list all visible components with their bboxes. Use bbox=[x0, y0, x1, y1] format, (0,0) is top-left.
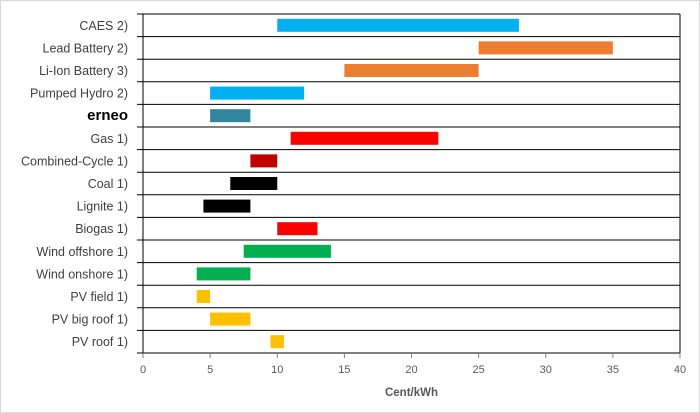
category-label: Pumped Hydro 2) bbox=[30, 87, 128, 101]
category-label: Coal 1) bbox=[88, 177, 128, 191]
x-tick-label: 40 bbox=[674, 364, 686, 376]
category-label: Lead Battery 2) bbox=[43, 41, 128, 55]
category-label: Lignite 1) bbox=[77, 200, 128, 214]
range-bar bbox=[277, 222, 318, 236]
x-tick-label: 10 bbox=[271, 364, 283, 376]
category-label: PV field 1) bbox=[70, 290, 128, 304]
range-bar bbox=[270, 335, 284, 349]
range-bar bbox=[203, 199, 251, 213]
range-bar bbox=[277, 18, 519, 32]
range-bar bbox=[196, 267, 251, 281]
category-label: PV big roof 1) bbox=[52, 313, 128, 327]
category-label: Wind offshore 1) bbox=[37, 245, 128, 259]
range-bar bbox=[210, 86, 305, 100]
category-label: Gas 1) bbox=[90, 132, 128, 146]
range-bar bbox=[210, 312, 251, 326]
x-tick-label: 15 bbox=[338, 364, 350, 376]
category-label: CAES 2) bbox=[79, 19, 128, 33]
category-label: Combined-Cycle 1) bbox=[21, 154, 128, 168]
range-bar bbox=[290, 131, 439, 145]
range-bar bbox=[230, 177, 278, 190]
range-bar bbox=[250, 154, 278, 168]
x-tick-label: 0 bbox=[140, 364, 146, 376]
range-bar bbox=[196, 290, 211, 303]
x-axis-title: Cent/kWh bbox=[385, 387, 438, 399]
x-tick-label: 30 bbox=[540, 364, 552, 376]
x-tick-label: 20 bbox=[405, 364, 417, 376]
range-bar bbox=[243, 244, 331, 258]
category-label: erneo bbox=[87, 107, 128, 124]
range-bar bbox=[344, 64, 479, 77]
range-bar bbox=[210, 109, 251, 123]
x-tick-label: 35 bbox=[607, 364, 619, 376]
category-label: Li-Ion Battery 3) bbox=[39, 64, 128, 78]
category-label: Biogas 1) bbox=[75, 222, 128, 236]
x-tick-label: 5 bbox=[207, 364, 213, 376]
range-bar bbox=[478, 41, 613, 55]
x-tick-label: 25 bbox=[473, 364, 485, 376]
category-label: PV roof 1) bbox=[72, 335, 128, 349]
category-label: Wind onshore 1) bbox=[36, 267, 128, 281]
